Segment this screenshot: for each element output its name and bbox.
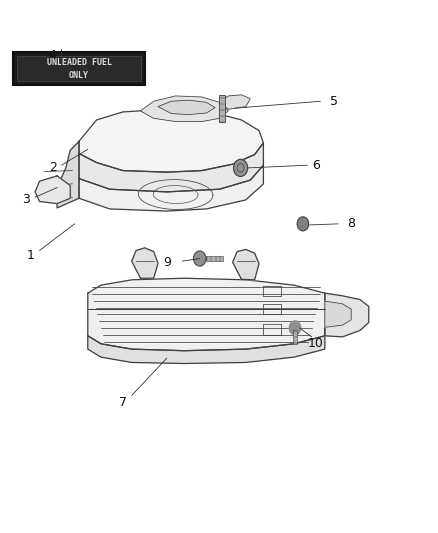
Polygon shape (35, 176, 70, 204)
Polygon shape (324, 301, 350, 327)
Polygon shape (79, 143, 263, 192)
Bar (17, 56, 141, 81)
Circle shape (297, 217, 308, 231)
Text: 10: 10 (307, 337, 323, 350)
Bar (292, 330, 297, 344)
Polygon shape (324, 293, 368, 337)
Bar (205, 256, 223, 261)
Bar (218, 95, 224, 122)
Text: 2: 2 (49, 161, 57, 174)
Text: 7: 7 (119, 396, 127, 409)
Polygon shape (57, 141, 79, 208)
Polygon shape (79, 109, 263, 172)
Polygon shape (88, 336, 324, 364)
Bar (13, 52, 145, 85)
Circle shape (193, 251, 205, 266)
Text: 3: 3 (22, 193, 30, 206)
Circle shape (233, 159, 247, 176)
Text: UNLEADED FUEL
ONLY: UNLEADED FUEL ONLY (46, 58, 111, 79)
Polygon shape (88, 278, 324, 351)
Text: 8: 8 (346, 217, 354, 230)
Polygon shape (131, 248, 158, 278)
Polygon shape (140, 96, 228, 122)
Text: 6: 6 (311, 159, 319, 172)
Text: 4: 4 (49, 50, 57, 62)
Polygon shape (158, 100, 215, 115)
Circle shape (289, 321, 300, 335)
Polygon shape (232, 249, 258, 280)
Polygon shape (219, 95, 250, 109)
Text: 9: 9 (162, 256, 170, 269)
Polygon shape (79, 165, 263, 211)
Text: 5: 5 (329, 95, 337, 108)
Text: 1: 1 (27, 249, 35, 262)
